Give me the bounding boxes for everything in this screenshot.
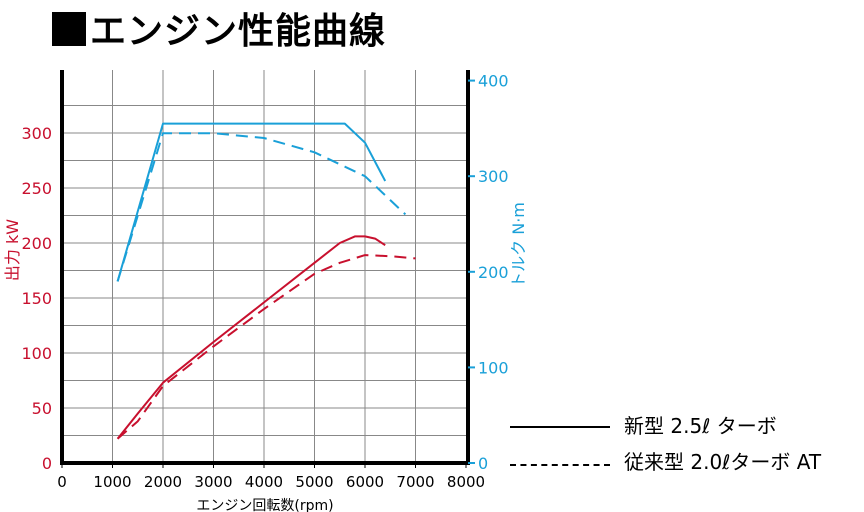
page-title: エンジン性能曲線 <box>52 2 386 54</box>
power-dashed-line <box>116 254 416 440</box>
axis-labels: 0 1000 2000 3000 4000 5000 6000 7000 80000501001… <box>3 72 528 512</box>
legend-label-new: 新型 2.5ℓ ターボ <box>624 414 777 438</box>
y-left-tick-label: 50 <box>32 399 52 418</box>
x-tick-label: 1000 <box>93 473 131 491</box>
y-right-tick-label: 200 <box>478 263 509 282</box>
y-right-tick-label: 400 <box>478 72 509 91</box>
torque-dashed-line <box>116 132 407 282</box>
legend-label-old: 従来型 2.0ℓターボ AT <box>624 450 822 474</box>
x-tick-label: 6000 <box>346 473 384 491</box>
grid-lines <box>62 70 468 463</box>
y-right-tick-label: 300 <box>478 167 509 186</box>
series-lines <box>116 122 416 440</box>
legend-dashed-line <box>510 464 610 466</box>
x-tick-label: 7000 <box>396 473 434 491</box>
x-tick-label: 5000 <box>295 473 333 491</box>
power-solid-line <box>116 235 386 440</box>
y-right-tick-label: 0 <box>478 454 488 473</box>
title-square-icon <box>52 12 86 46</box>
x-axis-title: エンジン回転数(rpm) <box>196 498 333 512</box>
y-right-tick-label: 100 <box>478 358 509 377</box>
y-left-tick-label: 250 <box>21 179 52 198</box>
page-title-text: エンジン性能曲線 <box>90 11 387 52</box>
y-left-tick-label: 0 <box>42 454 52 473</box>
y-left-tick-label: 300 <box>21 124 52 143</box>
y-left-tick-label: 150 <box>21 289 52 308</box>
x-tick-label: 0 <box>57 473 67 491</box>
axes <box>60 70 475 468</box>
x-tick-label: 4000 <box>245 473 283 491</box>
x-tick-label: 8000 <box>447 473 485 491</box>
y-left-tick-label: 100 <box>21 344 52 363</box>
y-left-axis-title: 出力 kW <box>3 219 22 281</box>
x-tick-label: 3000 <box>194 473 232 491</box>
y-right-axis-title: トルク N·m <box>509 202 528 288</box>
torque-solid-line <box>116 122 387 282</box>
legend-solid-line <box>510 426 610 428</box>
x-tick-label: 2000 <box>144 473 182 491</box>
y-left-tick-label: 200 <box>21 234 52 253</box>
